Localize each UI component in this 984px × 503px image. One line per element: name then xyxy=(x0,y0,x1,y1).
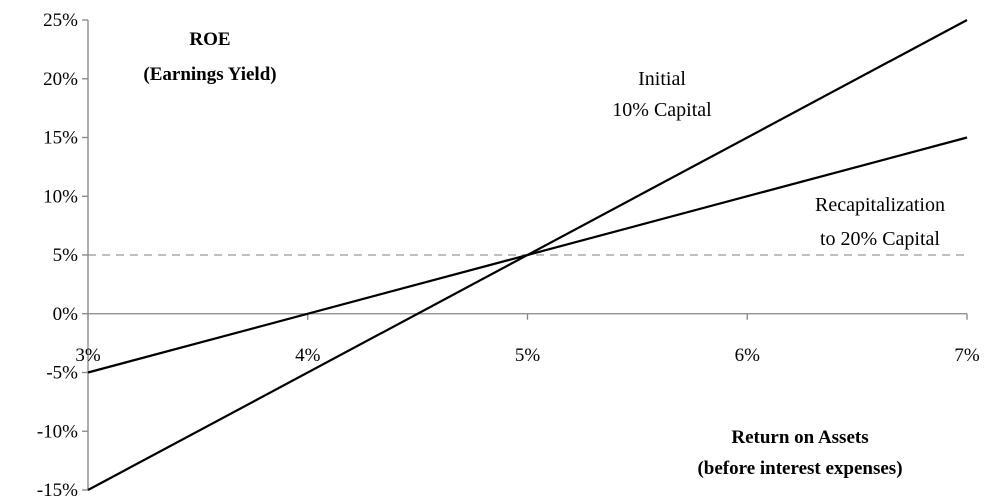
y-tick-label: -5% xyxy=(46,363,78,384)
y-tick-label: -15% xyxy=(37,480,78,501)
axes xyxy=(82,19,968,491)
x-tick-label: 4% xyxy=(295,345,321,366)
series-label-initial-line-1: Initial xyxy=(638,68,686,90)
y-tick-label: 25% xyxy=(43,10,78,31)
y-axis-title-line-1: ROE xyxy=(189,29,230,50)
y-tick-label: 10% xyxy=(43,186,78,207)
x-tick-label: 6% xyxy=(735,345,761,366)
y-tick-label: -10% xyxy=(37,421,78,442)
x-tick-label: 5% xyxy=(515,345,541,366)
x-axis-title-line-1: Return on Assets xyxy=(731,427,868,448)
x-tick-label: 7% xyxy=(954,345,980,366)
series-label-recap-line-1: Recapitalization xyxy=(815,194,945,216)
series-label-recap-line-2: to 20% Capital xyxy=(820,228,940,250)
series-line-recapitalization xyxy=(87,136,968,374)
y-tick-label: 0% xyxy=(53,304,79,325)
series-label-initial-line-2: 10% Capital xyxy=(612,99,712,121)
series-lines xyxy=(87,19,968,491)
y-axis-title-line-2: (Earnings Yield) xyxy=(143,64,276,85)
x-axis-title-line-2: (before interest expenses) xyxy=(697,458,902,479)
y-tick-label: 15% xyxy=(43,128,78,149)
x-tick-label: 3% xyxy=(75,345,101,366)
y-tick-label: 20% xyxy=(43,69,78,90)
y-tick-label: 5% xyxy=(53,245,79,266)
tick-labels: 25% 20% 15% 10% 5% 0% -5% -10% -15% 3% 4% 5% 6% 7% xyxy=(37,10,980,501)
